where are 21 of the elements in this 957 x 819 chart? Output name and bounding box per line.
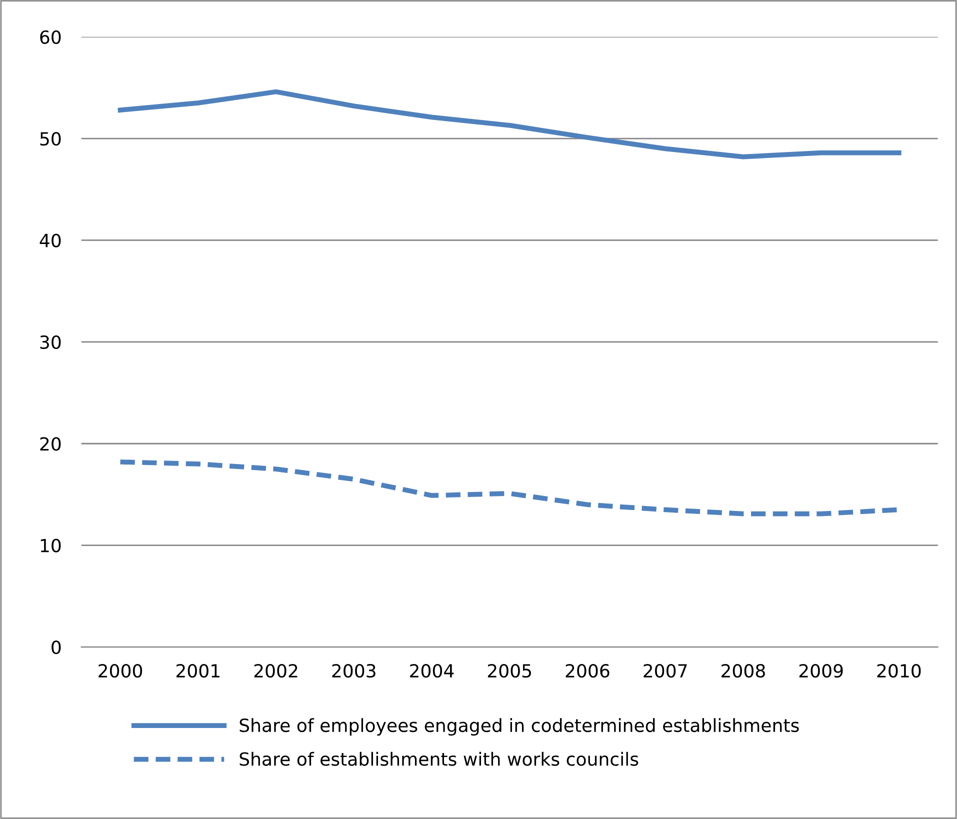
x-tick-label: 2003 [332,664,376,678]
y-tick-label: 0 [52,640,61,654]
x-tick-label: 2001 [176,664,220,678]
legend-label: Share of establishments with works councils [240,752,638,766]
x-tick-label: 2004 [410,664,454,678]
legend-label: Share of employees engaged in codetermined establishments [240,718,799,736]
x-tick-label: 2005 [488,664,531,678]
x-tick-label: 2009 [799,664,843,678]
x-tick-label: 2007 [644,664,687,678]
x-tick-label: 2006 [566,664,610,678]
y-tick-label: 10 [40,538,61,552]
y-tick-label: 40 [40,234,61,248]
line-series [118,89,902,160]
y-tick-label: 20 [40,437,61,451]
y-tick-label: 50 [40,132,61,146]
y-tick-label: 30 [40,335,61,350]
x-tick-label: 2008 [722,664,765,678]
x-tick-label: 2002 [254,664,298,678]
y-tick-label: 60 [40,30,61,44]
x-tick-label: 2000 [98,664,142,678]
x-tick-label: 2010 [877,664,921,678]
